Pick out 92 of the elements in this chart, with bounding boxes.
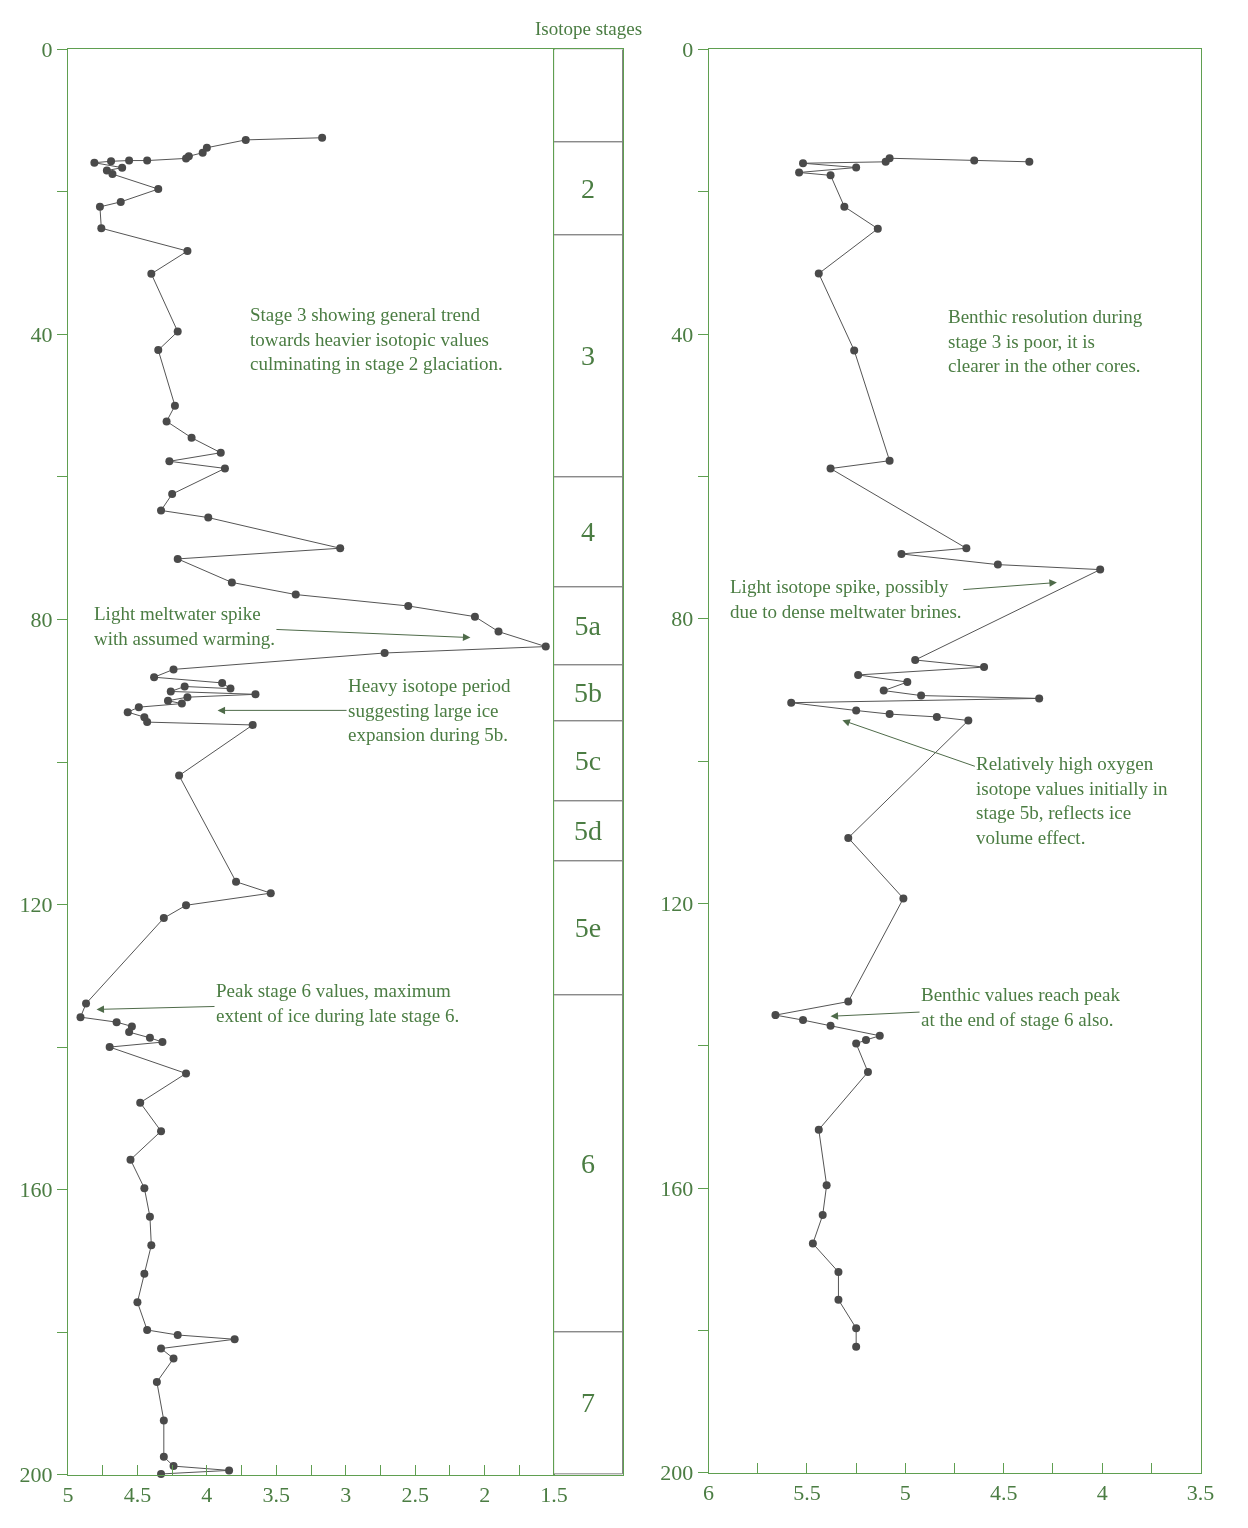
point [873,224,882,233]
x-tick-label: 3.5 [1186,1480,1215,1506]
point [970,156,979,165]
y-tick-label: 80 [30,607,53,633]
point [932,712,941,721]
annotation: Heavy isotope period suggesting large ice expansion during 5b. [348,675,512,746]
series-label: 2 [581,172,596,204]
point [808,1239,817,1248]
point [863,1068,872,1077]
point [911,655,920,664]
point [1096,565,1105,574]
point [844,997,853,1006]
point [903,678,912,687]
chart-title: Isotope stages [535,18,643,39]
point [795,168,804,177]
point [852,706,861,715]
annotation: Benthic resolution during stage 3 is poor, it is clearer in the other cores. [948,306,1143,377]
x-tick-label: 4.5 [123,1482,152,1508]
point [844,833,853,842]
point [885,456,894,465]
point [818,1211,827,1220]
y-tick-label: 80 [671,606,694,632]
y-tick-label: 200 [19,1462,53,1488]
point [771,1011,780,1020]
series-label: 3 [581,340,596,372]
point [980,663,989,672]
point [852,163,861,172]
point [814,1125,823,1134]
point [862,1036,870,1044]
series-label: 5b [574,677,603,709]
point [881,157,890,166]
y-tick-label: 0 [41,37,53,63]
series-label: 5d [574,815,603,847]
series-label: 5c [574,745,602,777]
y-tick-label: 40 [671,321,694,347]
point [822,1181,831,1190]
point [1035,694,1044,703]
point [885,710,894,719]
x-tick-label: 3 [340,1482,352,1508]
y-tick-label: 0 [682,37,694,63]
y-tick-label: 120 [19,892,53,918]
point [834,1268,843,1277]
point [962,544,971,553]
annotation: Light isotope spike, possibly due to dense meltwater brines. [730,576,962,622]
annotation: Peak stage 6 values, maximum extent of ice during late stage 6. [216,980,460,1026]
point [993,560,1002,569]
point [852,1039,861,1048]
point [826,171,835,180]
point [814,269,823,278]
point [850,346,859,355]
point [852,1324,861,1333]
point [875,1031,884,1040]
point [879,686,888,695]
x-tick-label: 6 [703,1480,715,1506]
y-tick-label: 120 [660,891,694,917]
x-tick-label: 5.5 [793,1480,821,1506]
point [852,1342,861,1351]
x-tick-label: 2 [479,1482,491,1508]
point [917,691,926,700]
point [854,670,863,679]
point [899,894,908,903]
x-tick-label: 2.5 [401,1482,429,1508]
point [964,716,973,725]
series-label: 7 [581,1387,596,1419]
x-tick-label: 3.5 [262,1482,291,1508]
y-tick-label: 160 [19,1177,53,1203]
x-tick-label: 5 [62,1482,74,1508]
series-label: 5e [574,912,602,944]
point [787,698,796,707]
annotation: Relatively high oxygen isotope values initially in stage 5b, reflects ice volume effect. [976,753,1169,849]
series-label: 6 [581,1147,596,1179]
point [799,1016,808,1025]
annotation: Stage 3 showing general trend towards heavier isotopic values culminating in stage 2 glaciation. [250,304,503,375]
y-tick-label: 40 [30,322,53,348]
point [799,159,808,168]
point [826,464,835,473]
series-label: 5a [574,610,602,642]
point [826,1021,835,1030]
point [897,549,906,558]
x-tick-label: 4 [201,1482,213,1508]
series-label: 4 [581,516,596,548]
x-tick-label: 4.5 [990,1480,1018,1506]
x-tick-label: 1.5 [540,1482,568,1508]
point [840,202,849,211]
x-tick-label: 5 [899,1480,911,1506]
x-tick-label: 4 [1096,1480,1108,1506]
point [834,1295,843,1304]
point [1025,157,1034,166]
y-tick-label: 200 [660,1460,694,1486]
annotation: Light meltwater spike with assumed warming. [94,603,276,649]
annotation: Benthic values reach peak at the end of stage 6 also. [921,984,1121,1030]
y-tick-label: 160 [660,1175,694,1201]
